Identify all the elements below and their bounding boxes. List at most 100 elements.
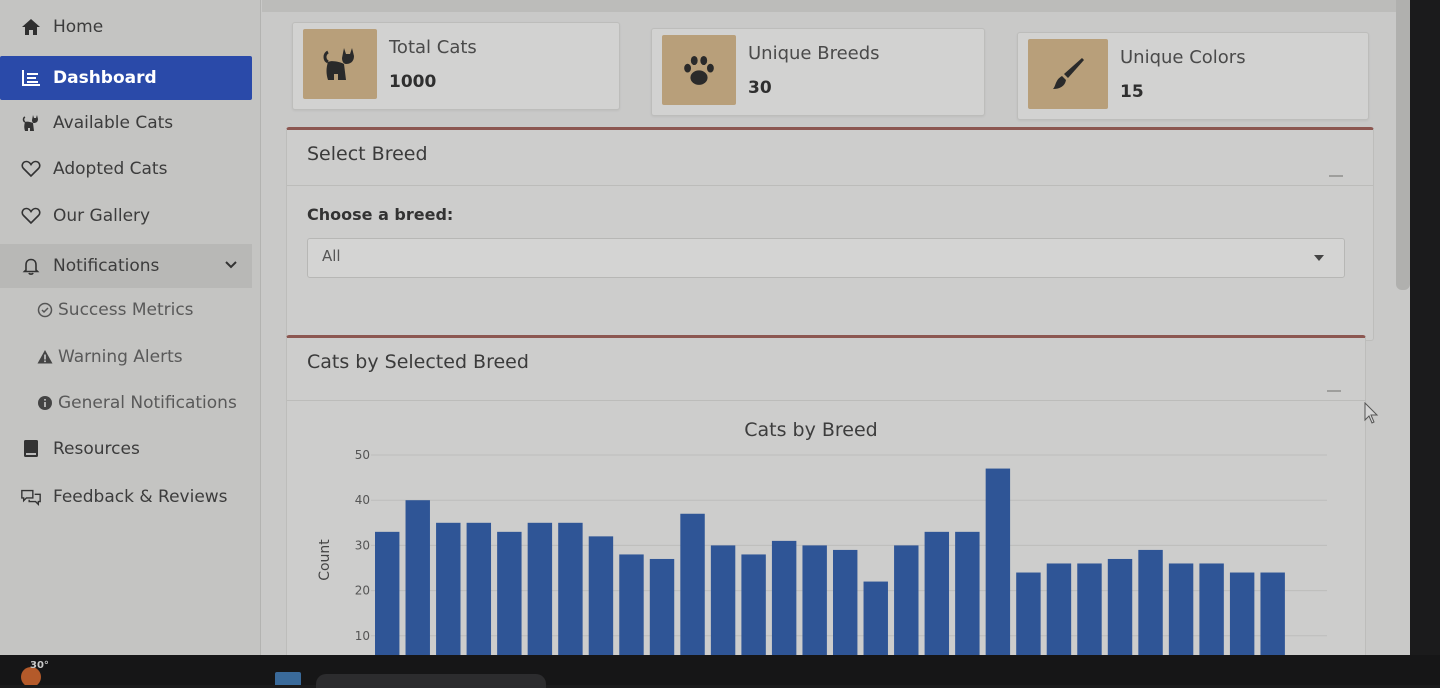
sidebar-item-feedback-reviews[interactable]: Feedback & Reviews: [0, 475, 252, 519]
heart-icon: [20, 158, 42, 180]
warning-icon: [36, 348, 54, 366]
stat-value: 30: [748, 78, 772, 98]
sidebar-item-available-cats[interactable]: Available Cats: [0, 101, 252, 145]
bar-chart: 10 20 30 40 50 Cats by Breed Count: [317, 419, 1327, 655]
cat-icon: [303, 29, 377, 99]
chart-bar[interactable]: [1107, 558, 1133, 655]
chart-y-tick-label: 40: [355, 493, 370, 507]
chart-bar[interactable]: [619, 554, 644, 655]
collapse-icon[interactable]: [1327, 390, 1341, 392]
chart-bar[interactable]: [833, 549, 858, 655]
stat-value: 15: [1120, 82, 1144, 102]
sidebar-item-label: Feedback & Reviews: [53, 487, 228, 507]
chart-bar[interactable]: [1168, 563, 1194, 655]
chart-bar[interactable]: [924, 531, 950, 655]
scrollbar[interactable]: [1396, 0, 1410, 290]
sidebar: Home Dashboard Available Cats Adopted Ca…: [0, 0, 261, 655]
stat-label: Unique Breeds: [748, 43, 880, 64]
sidebar-subitem-label: Success Metrics: [58, 300, 194, 320]
check-circle-icon: [36, 301, 54, 319]
caret-down-icon: [1314, 255, 1324, 261]
chart-bar[interactable]: [680, 513, 705, 655]
select-breed-panel: Select Breed Choose a breed: All: [286, 127, 1374, 341]
paintbrush-icon: [1028, 39, 1108, 109]
chart-bar[interactable]: [985, 468, 1011, 655]
breed-select[interactable]: All: [307, 238, 1345, 278]
weather-icon[interactable]: [18, 659, 44, 685]
stat-label: Total Cats: [389, 37, 477, 58]
chart-y-tick-label: 50: [355, 448, 370, 462]
comments-icon: [20, 486, 42, 508]
panel-title: Cats by Selected Breed: [307, 351, 529, 373]
chart-y-tick-label: 20: [355, 584, 370, 598]
cat-icon: [20, 112, 42, 134]
panel-divider: [287, 400, 1365, 401]
sidebar-item-notifications[interactable]: Notifications: [0, 244, 252, 288]
chart-bar[interactable]: [649, 558, 675, 655]
chart-bar[interactable]: [1016, 572, 1041, 655]
panel-title: Select Breed: [307, 143, 428, 165]
chevron-down-icon: [224, 256, 238, 276]
book-icon: [20, 438, 42, 460]
bell-icon: [20, 255, 42, 277]
sidebar-subitem-label: General Notifications: [58, 393, 237, 413]
chart-bar[interactable]: [375, 531, 400, 655]
sidebar-subitem-label: Warning Alerts: [58, 347, 183, 367]
chart-bar[interactable]: [894, 545, 919, 655]
stat-card-unique-breeds: Unique Breeds 30: [651, 28, 985, 116]
chart-bar[interactable]: [1229, 572, 1255, 655]
top-navbar: [262, 0, 1410, 12]
chart-y-tick-label: 10: [355, 629, 370, 643]
panel-divider: [287, 185, 1373, 186]
chart-bar[interactable]: [405, 500, 430, 655]
taskbar-search[interactable]: [316, 674, 546, 688]
sidebar-item-resources[interactable]: Resources: [0, 427, 252, 471]
chart-bar[interactable]: [436, 522, 461, 655]
chart-bar[interactable]: [710, 545, 736, 655]
sidebar-item-dashboard[interactable]: Dashboard: [0, 56, 252, 100]
chart-bar[interactable]: [588, 536, 614, 655]
windows-start-icon[interactable]: [275, 672, 301, 685]
chart-bar[interactable]: [1260, 572, 1285, 655]
chart-bar[interactable]: [527, 522, 553, 655]
sidebar-subitem-general-notifications[interactable]: General Notifications: [36, 383, 237, 423]
chart-bar[interactable]: [558, 522, 583, 655]
sidebar-item-label: Adopted Cats: [53, 159, 168, 179]
chart-bar[interactable]: [863, 581, 888, 655]
sidebar-subitem-warning-alerts[interactable]: Warning Alerts: [36, 337, 183, 377]
sidebar-item-label: Available Cats: [53, 113, 174, 133]
chart-bar[interactable]: [771, 540, 797, 655]
chart-title: Cats by Breed: [744, 419, 878, 441]
sidebar-item-label: Notifications: [53, 256, 160, 276]
paw-icon: [662, 35, 736, 105]
collapse-icon[interactable]: [1329, 175, 1343, 177]
chart-bar[interactable]: [1046, 563, 1072, 655]
sidebar-item-label: Our Gallery: [53, 206, 151, 226]
sidebar-subitem-success-metrics[interactable]: Success Metrics: [36, 290, 194, 330]
chart-y-axis-label: Count: [317, 539, 333, 581]
breed-select-value: All: [322, 247, 341, 265]
sidebar-item-home[interactable]: Home: [0, 5, 252, 49]
chart-bar[interactable]: [1138, 549, 1163, 655]
stat-value: 1000: [389, 72, 437, 92]
sidebar-item-our-gallery[interactable]: Our Gallery: [0, 194, 252, 238]
heart-icon: [20, 205, 42, 227]
dashboard-icon: [20, 67, 42, 89]
chart-bar[interactable]: [1077, 563, 1102, 655]
chart-bar[interactable]: [466, 522, 492, 655]
info-icon: [36, 394, 54, 412]
sidebar-item-label: Home: [53, 17, 104, 37]
chart-bar[interactable]: [741, 554, 766, 655]
chart-panel: Cats by Selected Breed 10 20 30 40 50 Cats b…: [286, 335, 1366, 655]
chart-bar[interactable]: [955, 531, 980, 655]
sidebar-item-label: Dashboard: [53, 68, 157, 88]
chart-bar[interactable]: [497, 531, 522, 655]
mouse-cursor-icon: [1364, 402, 1379, 424]
stat-label: Unique Colors: [1120, 47, 1246, 68]
sidebar-item-adopted-cats[interactable]: Adopted Cats: [0, 147, 252, 191]
chart-bar[interactable]: [802, 545, 827, 655]
home-icon: [20, 16, 42, 38]
chart-bar[interactable]: [1199, 563, 1224, 655]
stat-card-unique-colors: Unique Colors 15: [1017, 32, 1369, 120]
taskbar: [0, 655, 1440, 685]
